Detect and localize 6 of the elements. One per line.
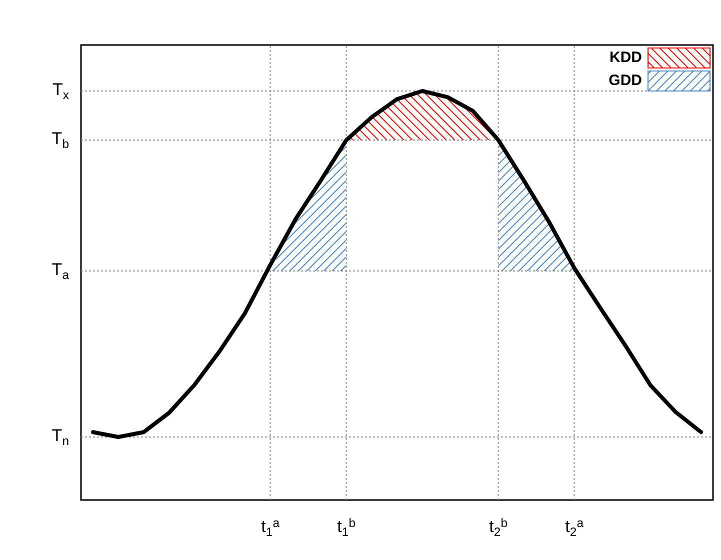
ref-line-label: T$_{n}$ <box>52 426 70 448</box>
legend-label: KDD <box>610 49 642 66</box>
ref-line-label: T$_{a}$ <box>52 260 70 282</box>
legend-label: GDD <box>608 72 642 89</box>
ref-line-label: T$_{x}$ <box>52 80 69 102</box>
ref-line-label: T$_{b}$ <box>52 129 70 151</box>
